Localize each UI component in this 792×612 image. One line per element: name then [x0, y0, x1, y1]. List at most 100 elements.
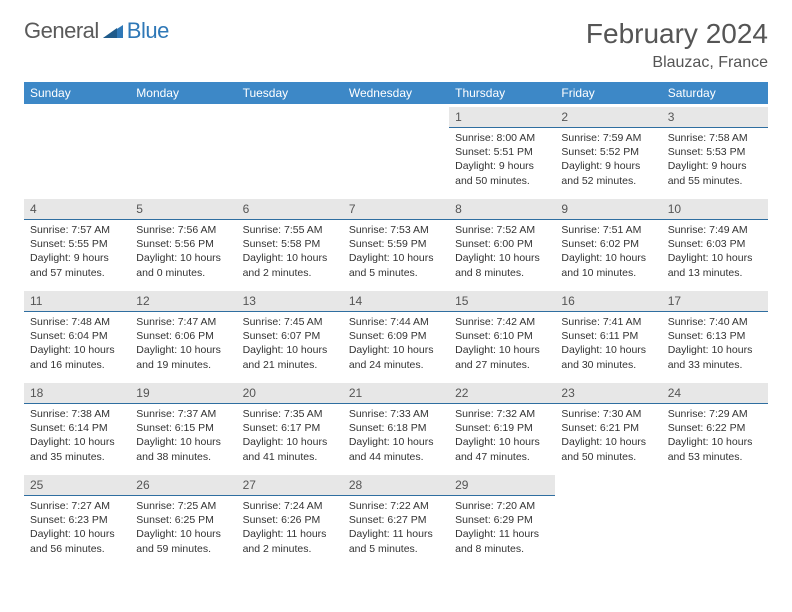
calendar-day-cell: 2 Sunrise: 7:59 AMSunset: 5:52 PMDaylight… [555, 104, 661, 196]
weekday-header: Monday [130, 82, 236, 104]
day-details: Sunrise: 7:37 AMSunset: 6:15 PMDaylight:… [136, 407, 230, 464]
day-details: Sunrise: 7:24 AMSunset: 6:26 PMDaylight:… [243, 499, 337, 556]
calendar-day-cell: 7 Sunrise: 7:53 AMSunset: 5:59 PMDaylight… [343, 196, 449, 288]
weekday-header: Wednesday [343, 82, 449, 104]
day-details: Sunrise: 7:22 AMSunset: 6:27 PMDaylight:… [349, 499, 443, 556]
calendar-day-cell: 3Sunrise: 7:58 AMSunset: 5:53 PMDaylight… [662, 104, 768, 196]
day-details: Sunrise: 7:48 AMSunset: 6:04 PMDaylight:… [30, 315, 124, 372]
day-number: 15 [449, 291, 555, 312]
day-number: 2 [555, 107, 661, 128]
title-block: February 2024 Blauzac, France [586, 18, 768, 72]
weekday-header-row: SundayMondayTuesdayWednesdayThursdayFrid… [24, 82, 768, 104]
calendar-day-cell: 4 Sunrise: 7:57 AMSunset: 5:55 PMDaylight… [24, 196, 130, 288]
calendar-day-cell [343, 104, 449, 196]
day-number: 1 [449, 107, 555, 128]
calendar-week-row: 4 Sunrise: 7:57 AMSunset: 5:55 PMDaylight… [24, 196, 768, 288]
calendar-day-cell [555, 472, 661, 564]
weekday-header: Sunday [24, 82, 130, 104]
day-details: Sunrise: 7:44 AMSunset: 6:09 PMDaylight:… [349, 315, 443, 372]
calendar-day-cell: 20 Sunrise: 7:35 AMSunset: 6:17 PMDayligh… [237, 380, 343, 472]
day-number: 9 [555, 199, 661, 220]
calendar-day-cell: 1 Sunrise: 8:00 AMSunset: 5:51 PMDaylight… [449, 104, 555, 196]
calendar-day-cell: 29 Sunrise: 7:20 AMSunset: 6:29 PMDayligh… [449, 472, 555, 564]
day-number: 23 [555, 383, 661, 404]
day-details: Sunrise: 7:33 AMSunset: 6:18 PMDaylight:… [349, 407, 443, 464]
day-details: Sunrise: 7:32 AMSunset: 6:19 PMDaylight:… [455, 407, 549, 464]
day-number: 17 [662, 291, 768, 312]
calendar-week-row: 11 Sunrise: 7:48 AMSunset: 6:04 PMDayligh… [24, 288, 768, 380]
day-details: Sunrise: 7:53 AMSunset: 5:59 PMDaylight:… [349, 223, 443, 280]
brand-general: General [24, 18, 99, 44]
day-details: Sunrise: 7:29 AMSunset: 6:22 PMDaylight:… [668, 407, 762, 464]
day-details: Sunrise: 7:27 AMSunset: 6:23 PMDaylight:… [30, 499, 124, 556]
header: General Blue February 2024 Blauzac, Fran… [24, 18, 768, 72]
calendar-day-cell [662, 472, 768, 564]
calendar-day-cell: 9Sunrise: 7:51 AMSunset: 6:02 PMDaylight… [555, 196, 661, 288]
day-number: 10 [662, 199, 768, 220]
day-number: 28 [343, 475, 449, 496]
calendar-day-cell: 28 Sunrise: 7:22 AMSunset: 6:27 PMDayligh… [343, 472, 449, 564]
day-number: 21 [343, 383, 449, 404]
calendar-day-cell: 14 Sunrise: 7:44 AMSunset: 6:09 PMDayligh… [343, 288, 449, 380]
day-number: 8 [449, 199, 555, 220]
day-number: 6 [237, 199, 343, 220]
calendar-day-cell: 6 Sunrise: 7:55 AMSunset: 5:58 PMDaylight… [237, 196, 343, 288]
calendar-day-cell [24, 104, 130, 196]
day-number: 5 [130, 199, 236, 220]
calendar-week-row: 18 Sunrise: 7:38 AMSunset: 6:14 PMDayligh… [24, 380, 768, 472]
day-details: Sunrise: 8:00 AMSunset: 5:51 PMDaylight:… [455, 131, 549, 188]
day-number: 29 [449, 475, 555, 496]
day-number: 20 [237, 383, 343, 404]
day-number: 12 [130, 291, 236, 312]
location: Blauzac, France [586, 54, 768, 72]
calendar-day-cell [237, 104, 343, 196]
day-number: 19 [130, 383, 236, 404]
day-details: Sunrise: 7:30 AMSunset: 6:21 PMDaylight:… [561, 407, 655, 464]
day-details: Sunrise: 7:57 AMSunset: 5:55 PMDaylight:… [30, 223, 124, 280]
calendar-day-cell: 21 Sunrise: 7:33 AMSunset: 6:18 PMDayligh… [343, 380, 449, 472]
month-title: February 2024 [586, 18, 768, 50]
day-number: 22 [449, 383, 555, 404]
day-number: 3 [662, 107, 768, 128]
calendar-day-cell [130, 104, 236, 196]
calendar-day-cell: 8 Sunrise: 7:52 AMSunset: 6:00 PMDaylight… [449, 196, 555, 288]
day-number: 14 [343, 291, 449, 312]
calendar-day-cell: 10 Sunrise: 7:49 AMSunset: 6:03 PMDayligh… [662, 196, 768, 288]
calendar-day-cell: 24 Sunrise: 7:29 AMSunset: 6:22 PMDayligh… [662, 380, 768, 472]
calendar-day-cell: 5 Sunrise: 7:56 AMSunset: 5:56 PMDaylight… [130, 196, 236, 288]
weekday-header: Friday [555, 82, 661, 104]
calendar-day-cell: 15 Sunrise: 7:42 AMSunset: 6:10 PMDayligh… [449, 288, 555, 380]
day-number: 4 [24, 199, 130, 220]
day-details: Sunrise: 7:47 AMSunset: 6:06 PMDaylight:… [136, 315, 230, 372]
day-number: 24 [662, 383, 768, 404]
day-number: 16 [555, 291, 661, 312]
day-number: 27 [237, 475, 343, 496]
day-details: Sunrise: 7:52 AMSunset: 6:00 PMDaylight:… [455, 223, 549, 280]
day-details: Sunrise: 7:40 AMSunset: 6:13 PMDaylight:… [668, 315, 762, 372]
day-details: Sunrise: 7:41 AMSunset: 6:11 PMDaylight:… [561, 315, 655, 372]
calendar-table: SundayMondayTuesdayWednesdayThursdayFrid… [24, 82, 768, 564]
day-details: Sunrise: 7:59 AMSunset: 5:52 PMDaylight:… [561, 131, 655, 188]
day-details: Sunrise: 7:42 AMSunset: 6:10 PMDaylight:… [455, 315, 549, 372]
day-details: Sunrise: 7:20 AMSunset: 6:29 PMDaylight:… [455, 499, 549, 556]
day-details: Sunrise: 7:38 AMSunset: 6:14 PMDaylight:… [30, 407, 124, 464]
day-number: 26 [130, 475, 236, 496]
day-details: Sunrise: 7:25 AMSunset: 6:25 PMDaylight:… [136, 499, 230, 556]
weekday-header: Tuesday [237, 82, 343, 104]
calendar-day-cell: 19 Sunrise: 7:37 AMSunset: 6:15 PMDayligh… [130, 380, 236, 472]
brand-logo: General Blue [24, 18, 169, 44]
day-details: Sunrise: 7:49 AMSunset: 6:03 PMDaylight:… [668, 223, 762, 280]
brand-blue: Blue [127, 18, 169, 44]
day-number: 7 [343, 199, 449, 220]
day-details: Sunrise: 7:55 AMSunset: 5:58 PMDaylight:… [243, 223, 337, 280]
weekday-header: Saturday [662, 82, 768, 104]
calendar-day-cell: 25Sunrise: 7:27 AMSunset: 6:23 PMDayligh… [24, 472, 130, 564]
brand-triangle-icon [103, 20, 123, 43]
day-details: Sunrise: 7:56 AMSunset: 5:56 PMDaylight:… [136, 223, 230, 280]
calendar-day-cell: 11 Sunrise: 7:48 AMSunset: 6:04 PMDayligh… [24, 288, 130, 380]
day-number: 11 [24, 291, 130, 312]
day-number: 18 [24, 383, 130, 404]
calendar-day-cell: 12 Sunrise: 7:47 AMSunset: 6:06 PMDayligh… [130, 288, 236, 380]
calendar-day-cell: 27 Sunrise: 7:24 AMSunset: 6:26 PMDayligh… [237, 472, 343, 564]
day-details: Sunrise: 7:35 AMSunset: 6:17 PMDaylight:… [243, 407, 337, 464]
